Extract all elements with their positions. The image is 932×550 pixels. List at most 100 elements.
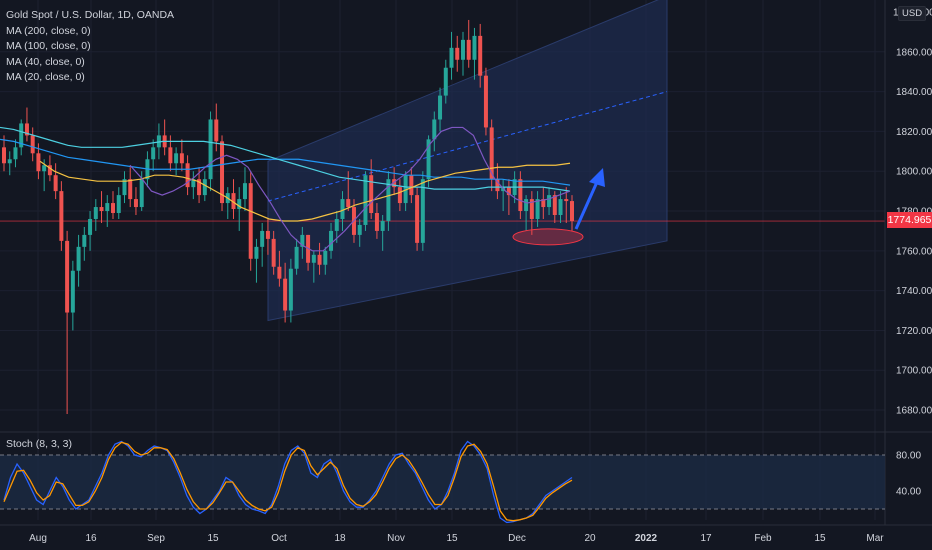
candle-body-63 (363, 175, 368, 225)
candle-body-45 (260, 230, 265, 247)
chart-legend: Gold Spot / U.S. Dollar, 1D, OANDA MA (2… (6, 8, 174, 86)
stoch-tick-label-0: 80.00 (896, 451, 921, 462)
x-tick-label-8: Dec (508, 533, 526, 544)
candle-body-17 (99, 207, 104, 212)
candle-body-99 (570, 201, 574, 221)
candle-body-3 (19, 123, 24, 148)
x-tick-label-7: 15 (446, 533, 458, 544)
stoch-line-d (3, 441, 573, 522)
ma-line-1 (0, 126, 571, 192)
channel-midline (267, 91, 668, 202)
candle-body-64 (369, 175, 374, 214)
candle-body-92 (529, 199, 534, 219)
candle-body-32 (185, 163, 190, 188)
candle-body-46 (265, 230, 270, 239)
candle-body-15 (88, 218, 93, 235)
y-tick-label-7: 1820.000 (896, 127, 932, 138)
candle-body-55 (317, 254, 322, 265)
candle-body-74 (426, 139, 431, 180)
y-tick-label-6: 1800.000 (896, 167, 932, 178)
candle-body-51 (294, 246, 299, 269)
candle-body-68 (392, 179, 397, 188)
candle-body-2 (13, 147, 18, 160)
candle-body-88 (506, 187, 511, 196)
candle-body-75 (432, 119, 437, 140)
y-tick-label-3: 1740.000 (896, 286, 932, 297)
candle-body-44 (254, 246, 259, 259)
candle-body-54 (311, 254, 316, 263)
currency-badge[interactable]: USD (898, 6, 927, 21)
candle-body-42 (242, 183, 247, 200)
candle-body-94 (541, 199, 546, 208)
bullish-arrow-head (589, 168, 605, 187)
candle-body-97 (558, 199, 563, 216)
candle-body-12 (70, 270, 75, 313)
support-highlight-ellipse (512, 228, 584, 246)
x-tick-label-11: 17 (700, 533, 712, 544)
candle-body-98 (564, 199, 569, 202)
ma-line-3 (129, 126, 571, 252)
candle-body-5 (30, 135, 35, 154)
candle-body-11 (65, 240, 70, 313)
candle-body-0 (2, 147, 6, 164)
candle-body-58 (334, 218, 339, 231)
candle-body-81 (466, 39, 471, 60)
candle-body-19 (111, 203, 116, 214)
y-tick-label-0: 1680.000 (896, 406, 932, 417)
indicator-ma40[interactable]: MA (40, close, 0) (6, 55, 85, 68)
candle-body-24 (139, 179, 144, 208)
stoch-indicator-label[interactable]: Stoch (8, 3, 3) (6, 438, 72, 450)
candle-body-16 (93, 207, 98, 219)
x-tick-label-14: Mar (866, 533, 884, 544)
x-tick-label-6: Nov (387, 533, 405, 544)
candle-body-20 (116, 195, 121, 214)
symbol-title[interactable]: Gold Spot / U.S. Dollar, 1D, OANDA (6, 9, 175, 21)
candle-body-29 (168, 147, 173, 164)
candles-group (2, 19, 574, 415)
indicator-ma20[interactable]: MA (20, close, 0) (6, 71, 85, 83)
candle-body-66 (380, 220, 385, 231)
candle-body-59 (340, 199, 345, 219)
candle-body-49 (283, 278, 288, 311)
indicator-ma200[interactable]: MA (200, close, 0) (6, 24, 91, 37)
candle-body-36 (208, 119, 213, 180)
candle-body-40 (231, 193, 236, 210)
candle-body-95 (547, 195, 552, 208)
x-tick-label-0: Aug (29, 533, 47, 544)
candle-body-69 (397, 187, 402, 204)
x-tick-label-13: 15 (814, 533, 826, 544)
x-tick-label-1: 16 (85, 533, 97, 544)
stoch-band-fill (0, 455, 885, 509)
indicator-ma100[interactable]: MA (100, close, 0) (6, 40, 91, 52)
candle-body-84 (483, 75, 488, 128)
ma-line-0 (0, 138, 571, 186)
candle-body-71 (409, 175, 414, 196)
candle-body-21 (122, 179, 127, 196)
candle-body-23 (133, 199, 138, 208)
candle-body-38 (220, 141, 225, 204)
candle-body-90 (518, 179, 523, 212)
candle-body-86 (495, 179, 500, 192)
candle-body-48 (277, 266, 282, 279)
candle-body-31 (179, 153, 184, 164)
candle-body-14 (82, 234, 87, 247)
y-tick-label-9: 1860.000 (896, 47, 932, 58)
candle-body-77 (443, 67, 448, 96)
candle-body-79 (455, 47, 460, 60)
y-tick-label-8: 1840.000 (896, 87, 932, 98)
candle-body-9 (53, 175, 58, 192)
candle-body-78 (449, 47, 454, 68)
candle-body-34 (197, 179, 202, 196)
stoch-tick-label-1: 40.00 (896, 487, 921, 498)
y-tick-label-1: 1700.000 (896, 366, 932, 377)
candle-body-4 (24, 123, 29, 136)
candle-body-43 (248, 183, 253, 259)
candle-body-73 (420, 179, 425, 243)
bullish-arrow-shaft (574, 181, 599, 230)
candle-body-76 (438, 95, 443, 120)
candle-body-57 (329, 230, 334, 251)
candle-body-37 (214, 119, 219, 142)
candle-body-60 (346, 199, 351, 208)
candle-body-41 (237, 199, 242, 210)
